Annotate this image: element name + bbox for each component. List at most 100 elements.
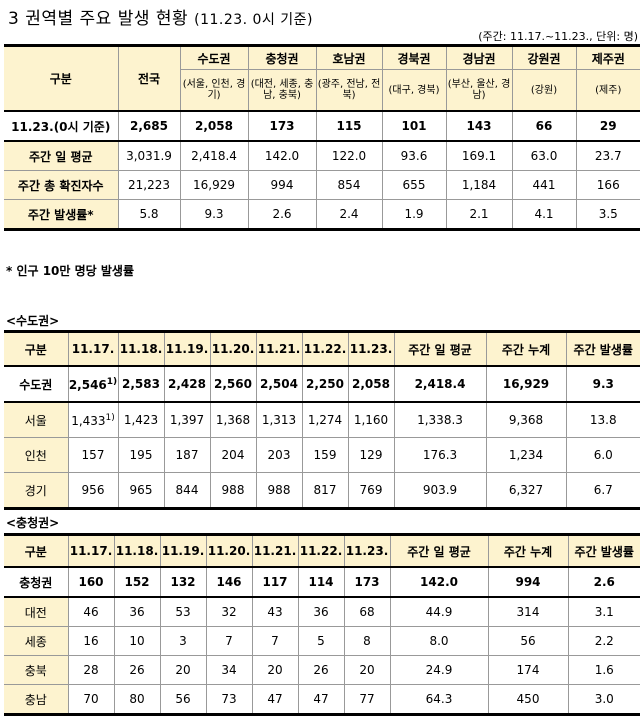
cell-value: 965	[118, 472, 165, 509]
cell-value: 2,418.4	[394, 366, 487, 403]
cell-text: 142.0	[420, 575, 458, 589]
column-header: 11.17.	[68, 331, 119, 367]
cell-text: 16	[83, 634, 99, 648]
cell-text: 817	[313, 483, 337, 497]
cell-text: 6,327	[508, 483, 544, 497]
table-row: 충남 70 80 56 73 47 47 77 64.3 450 3.0	[4, 684, 640, 715]
cell-value: 132	[160, 567, 207, 598]
cell-text: 769	[359, 483, 383, 497]
cell-value: 44.9	[390, 597, 489, 627]
cell-value: 1.9	[382, 199, 447, 230]
cell-value: 9.3	[566, 366, 640, 403]
row-label: 충남	[4, 684, 69, 715]
cell-text: 16,929	[502, 377, 550, 391]
table-row: 수도권 2,5461) 2,583 2,428 2,560 2,504 2,250 2,058…	[4, 366, 640, 403]
cell-value: 56	[160, 684, 207, 715]
cell-value: 16,929	[180, 170, 249, 200]
cell-value: 47	[298, 684, 345, 715]
cell-value: 6.7	[566, 472, 640, 509]
column-header: 11.20.	[210, 331, 257, 367]
cell-value: 26	[298, 655, 345, 685]
header-region: 충청권	[248, 45, 317, 70]
cell-value: 8	[344, 626, 391, 656]
column-header: 구분	[4, 331, 69, 367]
cell-text: 8	[363, 634, 371, 648]
cell-text: 132	[170, 575, 196, 589]
cell-value: 36	[298, 597, 345, 627]
header-total: 전국	[118, 45, 181, 112]
row-label: 11.23.(0시 기준)	[4, 111, 119, 142]
cell-text: 187	[175, 448, 199, 462]
cell-value: 77	[344, 684, 391, 715]
cell-value: 2.6	[568, 567, 640, 598]
cell-value: 32	[206, 597, 253, 627]
cell-text: 956	[81, 483, 105, 497]
cell-value: 36	[114, 597, 161, 627]
cell-text: 80	[129, 692, 145, 706]
table-row: 주간 총 확진자수 21,223 16,929 994 854 655 1,184 441 16…	[4, 170, 640, 200]
cell-text: 1,274	[307, 413, 343, 427]
cell-value: 73	[206, 684, 253, 715]
cell-text: 2,560	[214, 377, 252, 391]
cell-value: 29	[576, 111, 640, 142]
cell-text: 2,504	[260, 377, 298, 391]
cell-value: 68	[344, 597, 391, 627]
cell-value: 2,428	[164, 366, 211, 403]
cell-value: 129	[348, 437, 395, 473]
cell-text: 6.0	[593, 448, 613, 462]
cell-text: 44.9	[425, 605, 453, 619]
title-subtext: (11.23. 0시 기준)	[194, 12, 314, 28]
cell-text: 34	[221, 663, 237, 677]
cell-value: 1,4331)	[68, 402, 119, 438]
cell-value: 8.0	[390, 626, 489, 656]
column-header: 11.21.	[256, 331, 303, 367]
header-region: 호남권	[316, 45, 383, 70]
table-row: 11.23.(0시 기준) 2,685 2,058 173 115 101 143 66 29	[4, 111, 640, 142]
region-detail: (대전, 세종, 충남, 충북)	[248, 69, 317, 112]
column-header: 11.22.	[298, 534, 345, 568]
row-label: 충북	[4, 655, 69, 685]
header-region: 경남권	[446, 45, 513, 70]
table-row: 경기 956 965 844 988 988 817 769 903.9 6,327 6.7	[4, 472, 640, 509]
cell-value: 146	[206, 567, 253, 598]
cell-text: 450	[516, 692, 540, 706]
cell-value: 20	[160, 655, 207, 685]
table-row: 주간 발생률* 5.8 9.3 2.6 2.4 1.9 2.1 4.1 3.5	[4, 199, 640, 230]
cell-text: 114	[308, 575, 334, 589]
row-label: 대전	[4, 597, 69, 627]
cell-text: 146	[216, 575, 242, 589]
header-region: 수도권	[180, 45, 249, 70]
cell-value: 187	[164, 437, 211, 473]
cell-value: 16,929	[486, 366, 567, 403]
cell-text: 77	[359, 692, 375, 706]
cell-value: 70	[68, 684, 115, 715]
row-label: 인천	[4, 437, 69, 473]
cell-text: 1.6	[594, 663, 614, 677]
cell-text: 1,313	[261, 413, 297, 427]
cell-value: 101	[382, 111, 447, 142]
cell-value: 2,058	[180, 111, 249, 142]
cell-text: 73	[221, 692, 237, 706]
cell-value: 655	[382, 170, 447, 200]
cell-text: 2,058	[352, 377, 390, 391]
cell-value: 173	[248, 111, 317, 142]
cell-text: 1,423	[123, 413, 159, 427]
cell-value: 2,058	[348, 366, 395, 403]
cell-text: 56	[520, 634, 536, 648]
footnote-marker: 1)	[106, 376, 118, 387]
cell-text: 204	[221, 448, 245, 462]
cell-value: 314	[488, 597, 569, 627]
column-header: 11.19.	[164, 331, 211, 367]
column-header: 주간 발생률	[566, 331, 640, 367]
cell-text: 28	[83, 663, 99, 677]
cell-value: 9,368	[486, 402, 567, 438]
cell-text: 2.6	[593, 575, 615, 589]
column-header: 11.23.	[348, 331, 395, 367]
header-row: 구분 11.17. 11.18. 11.19. 11.20. 11.21. 11.22. 11…	[4, 534, 640, 568]
cell-value: 1,184	[446, 170, 513, 200]
cell-value: 23.7	[576, 141, 640, 171]
cell-value: 204	[210, 437, 257, 473]
cell-value: 844	[164, 472, 211, 509]
cell-value: 157	[68, 437, 119, 473]
cell-text: 20	[267, 663, 283, 677]
